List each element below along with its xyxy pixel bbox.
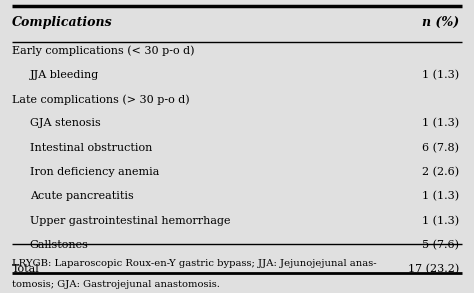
Text: 1 (1.3): 1 (1.3) (422, 118, 459, 129)
Text: Early complications (< 30 p-o d): Early complications (< 30 p-o d) (12, 45, 194, 56)
Text: JJA bleeding: JJA bleeding (30, 70, 99, 80)
Text: 6 (7.8): 6 (7.8) (422, 143, 459, 153)
Text: Late complications (> 30 p-o d): Late complications (> 30 p-o d) (12, 94, 190, 105)
Text: 1 (1.3): 1 (1.3) (422, 216, 459, 226)
Text: Iron deficiency anemia: Iron deficiency anemia (30, 167, 159, 177)
Text: 1 (1.3): 1 (1.3) (422, 191, 459, 202)
Text: Total: Total (12, 264, 40, 274)
Text: Acute pancreatitis: Acute pancreatitis (30, 191, 134, 201)
Text: Upper gastrointestinal hemorrhage: Upper gastrointestinal hemorrhage (30, 216, 230, 226)
Text: 17 (23.2): 17 (23.2) (408, 264, 459, 275)
Text: GJA stenosis: GJA stenosis (30, 118, 100, 128)
Text: 1 (1.3): 1 (1.3) (422, 70, 459, 80)
Text: 5 (7.6): 5 (7.6) (422, 240, 459, 250)
Text: n (%): n (%) (422, 16, 459, 29)
Text: LRYGB: Laparoscopic Roux-en-Y gastric bypass; JJA: Jejunojejunal anas-: LRYGB: Laparoscopic Roux-en-Y gastric by… (12, 259, 376, 268)
Text: tomosis; GJA: Gastrojejunal anastomosis.: tomosis; GJA: Gastrojejunal anastomosis. (12, 280, 220, 289)
Text: 2 (2.6): 2 (2.6) (422, 167, 459, 177)
Text: Complications: Complications (12, 16, 112, 29)
Text: Intestinal obstruction: Intestinal obstruction (30, 143, 152, 153)
Text: Gallstones: Gallstones (30, 240, 89, 250)
